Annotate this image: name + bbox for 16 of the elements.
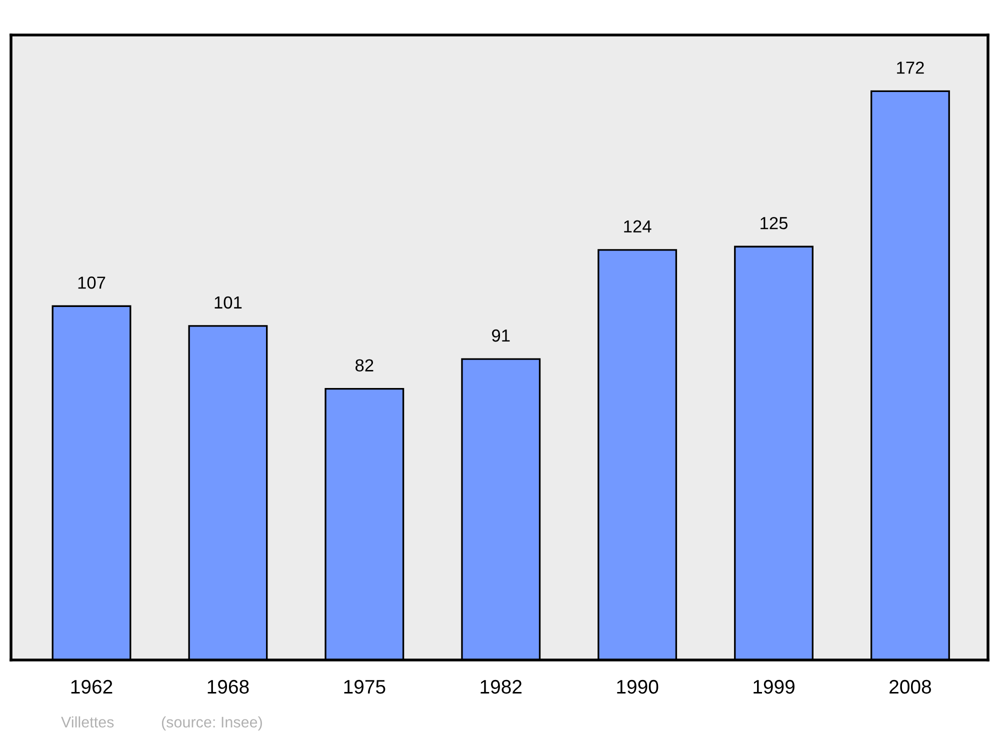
x-tick-label: 1962 [71, 680, 112, 694]
data-label: 82 [356, 359, 374, 372]
data-label: 172 [897, 62, 924, 74]
data-label: 107 [78, 276, 106, 289]
data-label: 91 [492, 329, 510, 342]
x-tick-label: 1975 [344, 680, 386, 694]
x-tick-label: 1999 [754, 680, 794, 694]
data-label: 125 [760, 216, 788, 230]
x-tick-label: 1968 [208, 680, 249, 694]
x-tick-label: 1990 [617, 680, 658, 694]
text: Villettes [61, 716, 114, 728]
x-tick-label: 2008 [890, 680, 932, 694]
x-tick-label: 1982 [480, 680, 522, 694]
data-label: 101 [214, 296, 242, 309]
text: (source: Insee) [162, 716, 262, 731]
data-label: 124 [624, 220, 652, 232]
